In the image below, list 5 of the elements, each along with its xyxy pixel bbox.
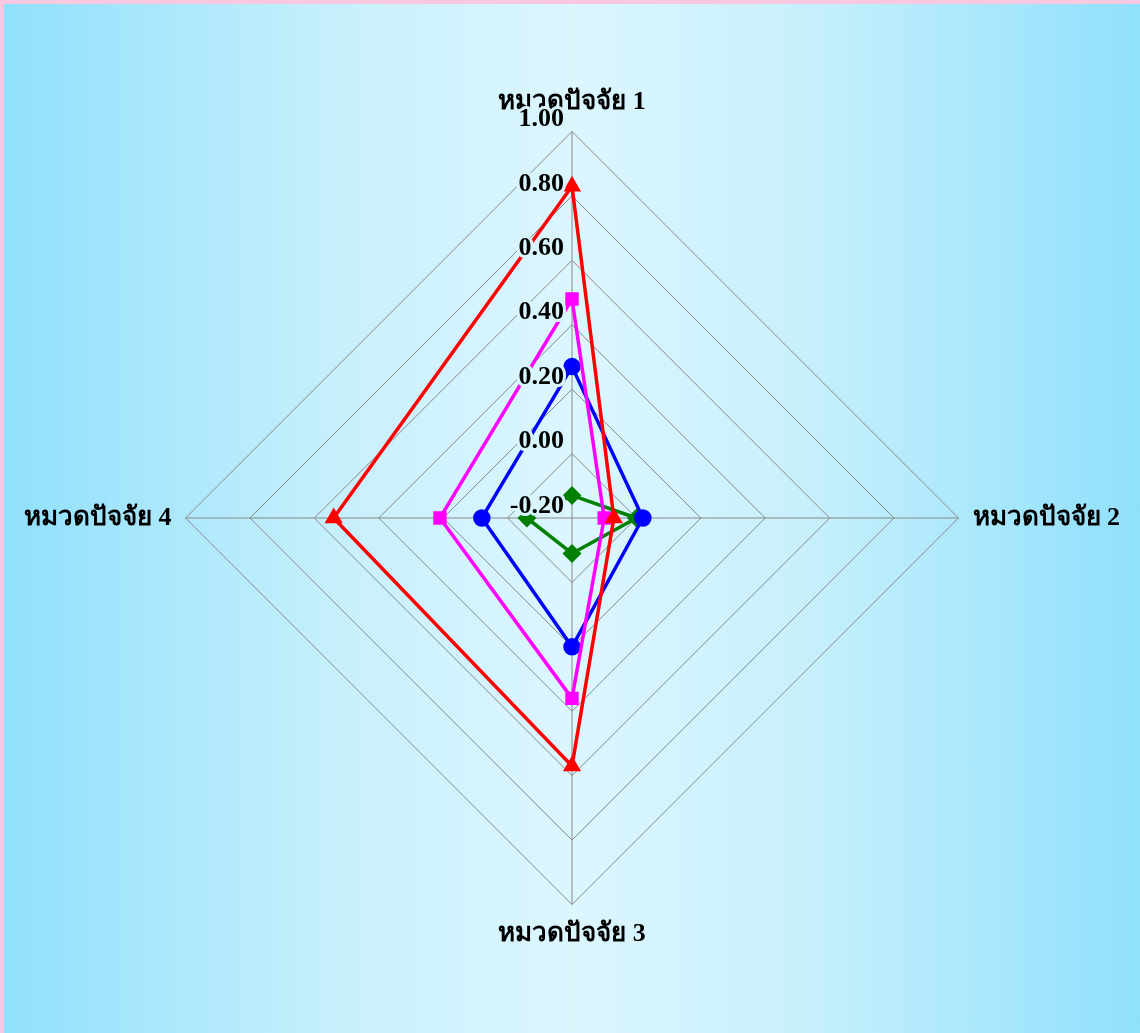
y-tick-label: 0.80 xyxy=(518,167,564,197)
y-tick-label: 0.40 xyxy=(518,296,564,326)
spoke-label: หมวดปัจจัย 3 xyxy=(498,917,646,947)
spoke-label: หมวดปัจจัย 4 xyxy=(24,501,172,531)
spoke-label: หมวดปัจจัย 2 xyxy=(972,501,1120,531)
